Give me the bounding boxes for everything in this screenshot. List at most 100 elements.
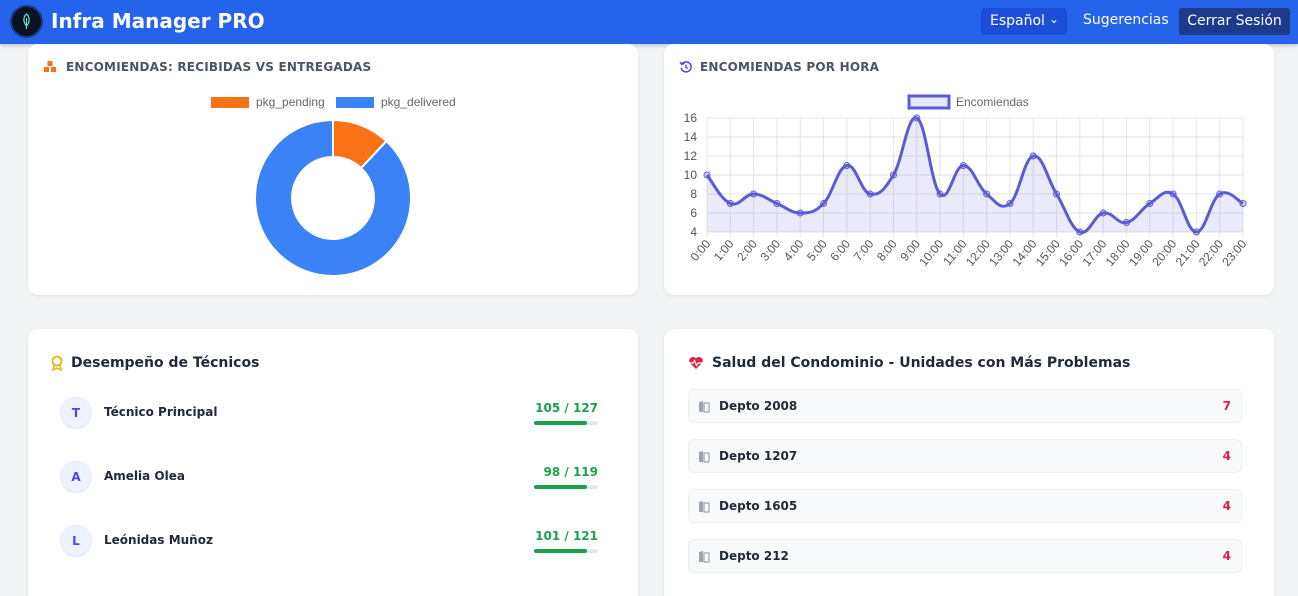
- data-point[interactable]: [983, 190, 991, 198]
- data-point[interactable]: [1099, 209, 1107, 217]
- hourly-line-chart[interactable]: Encomiendas 4 6 8 10 12 14 16 0:001:002:003:004:…: [664, 44, 1274, 295]
- data-point[interactable]: [936, 190, 944, 198]
- packages-doughnut-chart[interactable]: [28, 44, 638, 295]
- x-tick-label: 20:00: [1149, 237, 1179, 269]
- data-point[interactable]: [959, 162, 967, 169]
- language-select[interactable]: Español ⌄: [981, 8, 1067, 35]
- unit-issue-count: 7: [1222, 399, 1231, 413]
- boxes-icon: [44, 61, 56, 72]
- data-point[interactable]: [1169, 190, 1177, 198]
- x-tick-label: 8:00: [874, 237, 900, 264]
- x-tick-label: 11:00: [940, 237, 970, 269]
- data-point[interactable]: [1239, 200, 1247, 207]
- technician-progress-fill: [534, 485, 587, 489]
- data-point[interactable]: [866, 190, 874, 198]
- unit-row[interactable]: Depto 1605 4: [688, 489, 1242, 523]
- unit-row[interactable]: Depto 1207 4: [688, 439, 1242, 473]
- data-point[interactable]: [1076, 228, 1084, 236]
- data-point[interactable]: [1192, 228, 1200, 236]
- y-tick-label: 8: [690, 187, 697, 201]
- x-tick-label: 18:00: [1103, 237, 1133, 269]
- unit-name: Depto 1207: [719, 449, 798, 463]
- chevron-down-icon: ⌄: [1048, 12, 1059, 26]
- data-point[interactable]: [1216, 190, 1224, 198]
- units-health-card: Salud del Condominio - Unidades con Más …: [664, 329, 1274, 596]
- x-tick-label: 15:00: [1033, 237, 1063, 269]
- unit-name: Depto 212: [719, 549, 789, 563]
- data-point[interactable]: [796, 209, 804, 217]
- unit-row[interactable]: Depto 2008 7: [688, 389, 1242, 423]
- technician-progress-bar: [534, 485, 598, 489]
- x-tick-label: 14:00: [1010, 237, 1040, 269]
- app-logo[interactable]: [10, 5, 43, 38]
- technician-progress-bar: [534, 549, 598, 553]
- x-tick-label: 0:00: [688, 237, 714, 264]
- doughnut-slice-pkg_delivered[interactable]: [254, 118, 412, 277]
- x-tick-label: 10:00: [916, 237, 946, 269]
- x-tick-label: 7:00: [851, 237, 877, 264]
- series-area-encomiendas: [707, 117, 1243, 233]
- technician-avatar: T: [60, 397, 92, 429]
- data-point[interactable]: [726, 200, 734, 207]
- x-tick-label: 17:00: [1079, 237, 1109, 269]
- unit-issue-count: 4: [1222, 449, 1231, 463]
- packages-chart-title: ENCOMIENDAS: RECIBIDAS VS ENTREGADAS: [66, 60, 372, 74]
- award-icon: [51, 355, 63, 371]
- technician-progress-fill: [534, 421, 587, 425]
- language-selected-value: Español: [990, 13, 1045, 29]
- x-tick-label: 3:00: [757, 237, 783, 264]
- technician-score: 98 / 119: [543, 465, 599, 479]
- x-tick-label: 4:00: [781, 237, 807, 264]
- data-point[interactable]: [913, 114, 921, 122]
- y-tick-label: 10: [684, 168, 698, 182]
- technician-progress-fill: [534, 549, 588, 553]
- technician-name: Leónidas Muñoz: [104, 533, 213, 547]
- data-point[interactable]: [703, 171, 711, 179]
- legend-swatch-delivered: [336, 97, 374, 108]
- technician-name: Amelia Olea: [104, 469, 185, 483]
- data-point[interactable]: [750, 190, 758, 198]
- x-tick-label: 5:00: [804, 237, 830, 264]
- y-tick-label: 6: [690, 206, 697, 220]
- technician-avatar: L: [60, 525, 92, 557]
- packages-chart-card: ENCOMIENDAS: RECIBIDAS VS ENTREGADAS pkg…: [28, 44, 638, 295]
- y-tick-label: 4: [690, 225, 697, 239]
- technician-score: 101 / 121: [535, 529, 598, 543]
- technicians-card: Desempeño de Técnicos T Técnico Principal…: [28, 329, 638, 596]
- series-line-encomiendas[interactable]: [705, 116, 1244, 234]
- data-point[interactable]: [773, 200, 781, 207]
- technician-name: Técnico Principal: [104, 405, 218, 419]
- data-point[interactable]: [1053, 190, 1061, 198]
- door-icon: [699, 451, 710, 463]
- y-tick-label: 12: [684, 149, 698, 163]
- data-point[interactable]: [1146, 200, 1154, 207]
- x-tick-label: 2:00: [734, 237, 760, 264]
- x-tick-label: 12:00: [963, 237, 993, 269]
- logout-button[interactable]: Cerrar Sesión: [1179, 8, 1290, 35]
- door-icon: [699, 551, 710, 563]
- data-point[interactable]: [1122, 219, 1130, 226]
- heart-pulse-icon: [689, 357, 703, 369]
- data-point[interactable]: [1029, 152, 1037, 160]
- legend-label-encomiendas[interactable]: Encomiendas: [956, 95, 1029, 109]
- data-point[interactable]: [889, 171, 897, 179]
- x-tick-label: 23:00: [1219, 237, 1249, 269]
- units-health-title: Salud del Condominio - Unidades con Más …: [712, 355, 1131, 371]
- legend-label-pending[interactable]: pkg_pending: [256, 95, 325, 109]
- technicians-card-title: Desempeño de Técnicos: [71, 355, 260, 371]
- technician-score: 105 / 127: [535, 401, 598, 415]
- hourly-chart-card: ENCOMIENDAS POR HORA Encomiendas 4 6 8 10 12 1…: [664, 44, 1274, 295]
- data-point[interactable]: [1006, 200, 1014, 207]
- data-point[interactable]: [820, 200, 828, 207]
- legend-swatch-encomiendas: [907, 94, 951, 110]
- suggestions-link[interactable]: Sugerencias: [1083, 12, 1169, 28]
- top-navbar: Infra Manager PRO Español ⌄ Sugerencias …: [0, 0, 1298, 44]
- x-tick-label: 16:00: [1056, 237, 1086, 269]
- app-brand-title[interactable]: Infra Manager PRO: [51, 9, 265, 33]
- unit-row[interactable]: Depto 212 4: [688, 539, 1242, 573]
- legend-label-delivered[interactable]: pkg_delivered: [381, 95, 456, 109]
- x-tick-label: 19:00: [1126, 237, 1156, 269]
- data-point[interactable]: [843, 162, 851, 169]
- x-tick-label: 1:00: [711, 237, 737, 264]
- y-tick-label: 16: [684, 111, 698, 125]
